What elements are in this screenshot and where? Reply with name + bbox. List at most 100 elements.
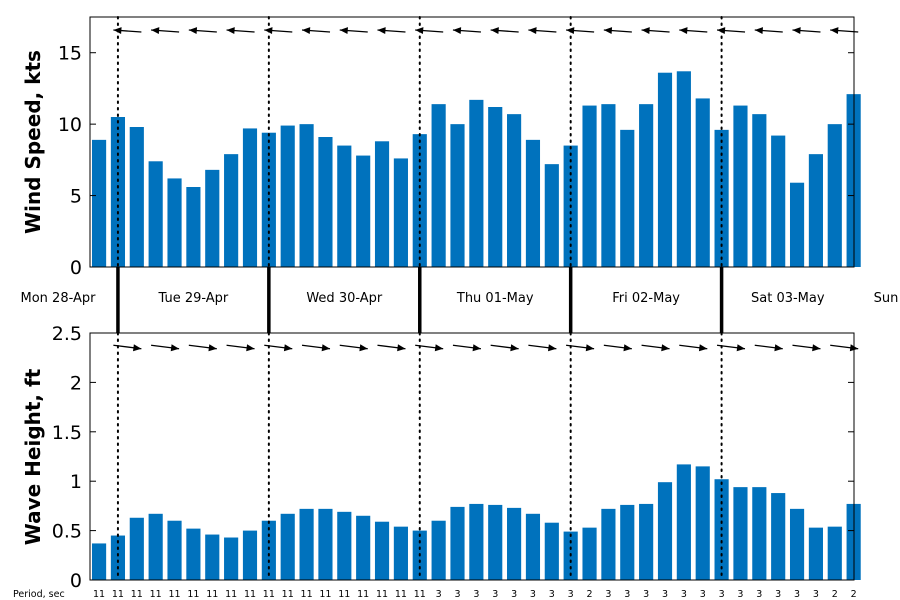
bar <box>450 124 465 267</box>
period-value: 3 <box>813 589 819 600</box>
bar <box>431 520 446 580</box>
period-value: 3 <box>737 589 743 600</box>
bar <box>205 169 220 267</box>
period-value: 11 <box>131 589 143 600</box>
direction-arrow <box>264 344 293 352</box>
arrow-head <box>113 27 122 35</box>
bar <box>92 139 107 267</box>
bar <box>374 521 390 580</box>
period-value: 11 <box>319 589 331 600</box>
plot-frame <box>89 332 855 581</box>
bar <box>620 504 635 580</box>
period-value: 3 <box>605 589 611 600</box>
bar <box>299 508 314 580</box>
y-tick-label: 5 <box>70 186 82 208</box>
arrow-head <box>226 27 235 35</box>
arrow-head <box>717 27 726 35</box>
bar <box>167 520 182 580</box>
arrow-head <box>283 344 293 352</box>
direction-arrow <box>188 344 217 352</box>
direction-arrow <box>301 344 331 352</box>
arrow-head <box>490 27 499 35</box>
direction-arrow <box>792 344 821 352</box>
day-label: Mon 28-Apr <box>21 291 97 306</box>
bar <box>431 104 446 267</box>
bar <box>771 135 786 267</box>
period-value: 11 <box>282 589 294 600</box>
direction-arrow <box>377 27 406 35</box>
direction-arrow <box>528 27 557 35</box>
arrow-head <box>548 344 557 352</box>
period-value: 11 <box>395 589 407 600</box>
bar <box>639 104 654 267</box>
direction-arrow <box>792 27 821 35</box>
arrow-head <box>415 27 424 35</box>
day-band: Mon 28-Apr Tue 29-Apr Wed 30-Apr Thu 01-May… <box>21 267 898 333</box>
bar <box>676 71 691 267</box>
bar <box>808 154 823 267</box>
bar <box>356 155 371 267</box>
bar <box>337 145 352 267</box>
arrow-head <box>339 27 348 35</box>
bar <box>224 154 239 267</box>
bar <box>299 124 314 267</box>
direction-arrow <box>339 27 368 35</box>
direction-arrow <box>566 344 595 352</box>
bar <box>280 513 295 580</box>
bar <box>280 125 295 267</box>
bar <box>186 528 201 580</box>
period-row: Period, sec 11 11 11 11 11 11 11 11 11 11 11 11 11 11 1… <box>13 589 857 600</box>
arrow-head <box>754 27 763 35</box>
period-value: 3 <box>473 589 479 600</box>
arrow-head <box>830 27 839 35</box>
y-axis-label: Wave Height, ft <box>21 368 45 545</box>
period-value: 3 <box>700 589 706 600</box>
arrow-head <box>264 27 273 35</box>
period-value: 11 <box>338 589 350 600</box>
bar <box>488 107 503 267</box>
bar <box>620 129 635 267</box>
period-value: 3 <box>681 589 687 600</box>
bar <box>827 124 842 267</box>
y-axis-label: Wind Speed, kts <box>21 50 45 234</box>
bar <box>148 161 163 267</box>
arrow-head <box>321 344 331 352</box>
arrow-head <box>472 344 481 352</box>
bar <box>337 511 352 580</box>
bar <box>582 105 597 267</box>
bar <box>469 503 484 580</box>
period-value: 11 <box>376 589 388 600</box>
arrow-head <box>377 27 386 35</box>
period-value: 11 <box>150 589 162 600</box>
arrow-head <box>132 344 142 352</box>
direction-arrow <box>301 27 331 35</box>
direction-arrow <box>339 344 368 352</box>
bar <box>733 105 748 267</box>
period-value: 3 <box>454 589 460 600</box>
direction-arrow <box>226 27 255 35</box>
wave-height-panel: 0 0.5 1 1.5 2 2.5 Wave Height, ft <box>21 323 861 592</box>
bar <box>789 508 805 580</box>
arrow-head <box>151 27 160 35</box>
arrow-head <box>434 344 444 352</box>
arrow-head <box>566 27 575 35</box>
period-value: 2 <box>851 589 857 600</box>
arrow-head <box>698 344 708 352</box>
arrow-head <box>452 27 462 35</box>
direction-arrow <box>754 27 783 35</box>
direction-arrow <box>679 344 708 352</box>
bar <box>525 513 541 580</box>
direction-arrow <box>716 27 746 35</box>
bar <box>393 526 408 580</box>
direction-arrow <box>830 27 859 35</box>
bar <box>827 526 842 580</box>
period-value: 11 <box>414 589 426 600</box>
arrow-head <box>661 344 670 352</box>
period-value: 3 <box>643 589 649 600</box>
period-value: 11 <box>112 589 124 600</box>
arrow-head <box>812 344 821 352</box>
bar <box>148 513 163 580</box>
bar <box>752 114 767 267</box>
arrow-head <box>774 344 783 352</box>
direction-arrow <box>490 27 519 35</box>
